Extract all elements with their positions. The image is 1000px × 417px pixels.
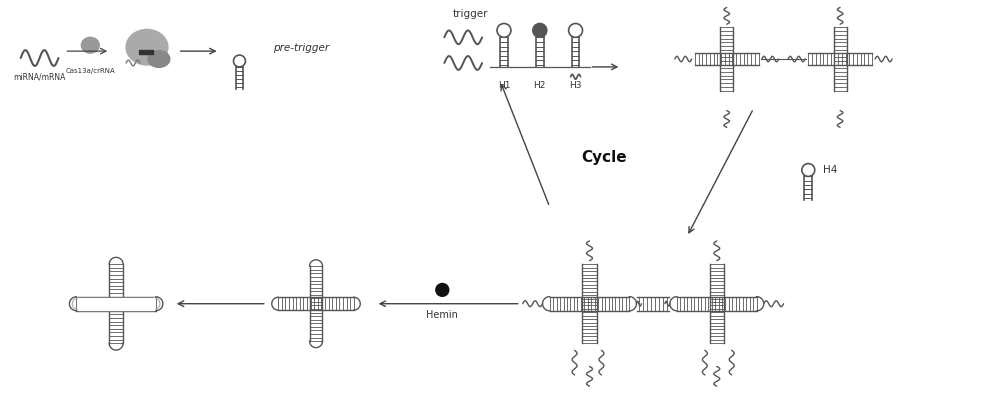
Text: H4: H4 — [823, 165, 838, 175]
Circle shape — [436, 284, 449, 296]
Circle shape — [497, 23, 511, 37]
Circle shape — [569, 23, 583, 37]
Text: H1: H1 — [498, 81, 510, 90]
Circle shape — [802, 163, 815, 176]
Bar — [139, 50, 153, 54]
Text: H3: H3 — [569, 81, 582, 90]
Ellipse shape — [148, 50, 170, 68]
Text: Cycle: Cycle — [582, 150, 627, 165]
Text: Cas13a/crRNA: Cas13a/crRNA — [65, 68, 115, 74]
Text: trigger: trigger — [452, 9, 488, 19]
Text: H2: H2 — [534, 81, 546, 90]
Ellipse shape — [126, 30, 168, 65]
Ellipse shape — [81, 37, 99, 53]
Text: miRNA/mRNA: miRNA/mRNA — [13, 73, 66, 82]
Circle shape — [233, 55, 245, 67]
Circle shape — [533, 23, 547, 37]
Text: Hemin: Hemin — [426, 310, 458, 320]
Text: pre-trigger: pre-trigger — [273, 43, 329, 53]
Bar — [78, 298, 154, 310]
